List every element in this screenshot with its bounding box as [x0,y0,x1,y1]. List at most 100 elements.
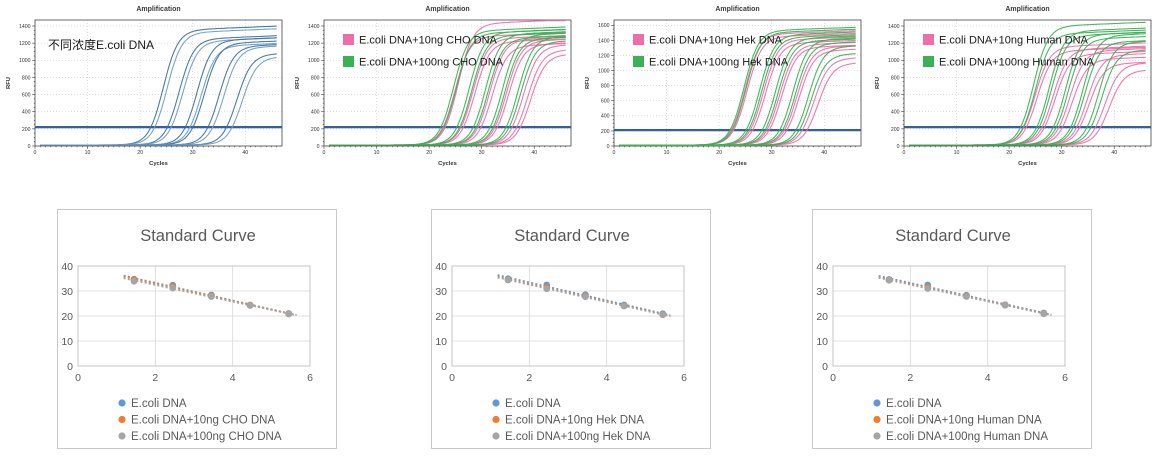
legend-item: E.coli DNA+10ng CHO DNA [343,34,498,47]
standard-curve-svg: Standard Curve 0 10 20 30 40 0 2 4 6 E.coli DNA E.c… [435,227,687,443]
svg-text:40: 40 [1111,150,1117,156]
svg-text:40: 40 [61,261,73,273]
amplification-curve [619,30,856,146]
legend-item: E.coli DNA+10ng Human DNA [923,34,1089,47]
svg-text:6: 6 [1062,372,1068,384]
amplification-curve [619,36,856,146]
trendline [497,276,671,318]
amplification-curve [909,49,1146,146]
legend-label: E.coli DNA+100ng Hek DNA [649,57,789,69]
series-points [504,276,667,319]
legend-label: E.coli DNA+100ng Hek DNA [505,431,651,443]
legend-item: E.coli DNA [118,398,187,410]
svg-text:40: 40 [435,261,447,273]
svg-text:0: 0 [34,150,37,156]
amplification-curves [40,25,277,146]
legend-item: E.coli DNA+10ng Hek DNA [633,34,783,47]
svg-text:30: 30 [61,286,73,298]
grid-lines [904,20,1151,146]
legend-item: E.coli DNA+100ng CHO DNA [118,431,282,443]
grid-lines [78,266,310,366]
legend-item: E.coli DNA+100ng Human DNA [923,56,1095,69]
data-point [582,293,589,301]
amplification-curve [40,45,277,146]
svg-text:800: 800 [311,75,320,81]
legend-swatch [633,34,644,45]
svg-text:20: 20 [716,150,722,156]
svg-text:0: 0 [28,144,31,150]
series-points [885,276,1048,318]
svg-text:400: 400 [891,110,900,116]
amplification-curve [329,40,566,146]
svg-text:200: 200 [22,127,31,133]
svg-text:0: 0 [67,361,73,373]
chart-title: Standard Curve [895,227,1011,245]
svg-text:10: 10 [664,150,670,156]
annotation-text: 不同浓度E.coli DNA [48,37,154,52]
svg-text:40: 40 [821,150,827,156]
chart-title: Standard Curve [514,227,630,245]
svg-text:600: 600 [601,99,610,105]
svg-text:800: 800 [22,75,31,81]
svg-text:0: 0 [613,150,616,156]
legend-swatch [118,399,126,407]
svg-text:200: 200 [601,129,610,135]
amplification-curve [619,57,856,146]
svg-text:6: 6 [307,372,313,384]
svg-text:1400: 1400 [598,38,610,44]
svg-text:10: 10 [816,336,828,348]
x-axis-label: Cycles [149,161,168,167]
data-point [924,285,932,292]
svg-text:20: 20 [137,150,143,156]
legend-label: E.coli DNA [131,398,187,410]
legend-swatch [492,415,500,424]
svg-text:2: 2 [907,372,913,384]
svg-text:400: 400 [311,110,320,116]
svg-text:20: 20 [61,311,73,323]
svg-text:2: 2 [526,372,532,384]
svg-text:0: 0 [449,372,455,384]
data-point [285,310,293,318]
legend-swatch [118,432,126,440]
legend-label: E.coli DNA+10ng Human DNA [886,415,1042,427]
svg-text:0: 0 [897,144,900,150]
plot-border [451,265,685,367]
legend-swatch [633,56,644,67]
svg-text:20: 20 [1006,150,1012,156]
legend-label: E.coli DNA+10ng Human DNA [939,35,1089,47]
svg-text:30: 30 [190,150,196,156]
svg-text:10: 10 [85,150,91,156]
standard-curve-chart-hek: Standard Curve 0 10 20 30 40 0 2 4 6 E.coli DNA E.c… [431,209,711,449]
legend-item: E.coli DNA+100ng Hek DNA [492,431,651,443]
x-axis-label: Cycles [728,161,747,167]
legend-label: E.coli DNA [505,398,561,410]
svg-text:30: 30 [1059,150,1065,156]
trendline [123,277,297,317]
amplification-curve [909,56,1146,146]
amplification-curve [40,53,277,146]
y-axis-label: RFU [295,77,301,89]
amplification-curve [40,35,277,146]
svg-text:20: 20 [816,311,828,323]
legend-swatch [492,399,500,407]
svg-text:40: 40 [816,261,828,273]
amplification-curve [40,44,277,146]
svg-text:30: 30 [435,286,447,298]
amplification-curve [619,31,856,146]
legend-item: E.coli DNA [492,398,561,410]
trendline [497,274,671,317]
legend-swatch [923,34,934,45]
svg-text:30: 30 [769,150,775,156]
standard-curve-svg: Standard Curve 0 10 20 30 40 0 2 4 6 E.coli DNA E.c… [61,227,313,443]
chart-title: Amplification [715,6,759,13]
data-point [504,276,512,284]
chart-title: Amplification [136,6,180,13]
plot-border [832,265,1066,367]
svg-text:800: 800 [601,84,610,90]
data-point [885,276,893,284]
standard-curve-svg: Standard Curve 0 10 20 30 40 0 2 4 6 E.coli DNA E.c… [816,227,1068,443]
svg-text:20: 20 [426,150,432,156]
